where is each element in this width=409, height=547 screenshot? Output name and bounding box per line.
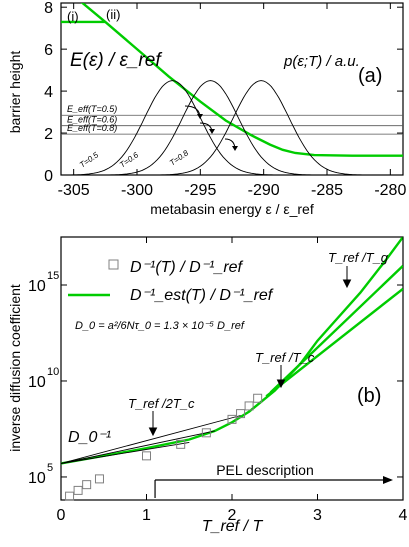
y-tick-exponent: 10 <box>47 366 59 378</box>
y-tick-label: 10 <box>28 374 46 391</box>
energy-curve <box>80 3 403 157</box>
y-tick-label: 10 <box>28 470 46 487</box>
distribution-curve <box>61 80 403 175</box>
data-marker <box>236 409 246 419</box>
x-tick-label: 1 <box>142 507 151 524</box>
curve-ii-label: (ii) <box>106 7 120 22</box>
data-marker <box>94 474 104 484</box>
x-tick-label: -300 <box>121 182 153 199</box>
data-marker <box>253 393 263 403</box>
linear-fit-line <box>61 430 215 464</box>
panel-a-ylabel: barrier height <box>7 51 23 134</box>
x-tick-label: 0 <box>57 507 66 524</box>
y-tick-label: 4 <box>44 84 53 101</box>
tref-2tc-label: T_ref /2T_c <box>128 396 195 411</box>
legend-square-marker <box>108 259 119 270</box>
y-tick-label: 8 <box>44 0 53 17</box>
y-tick-label: 0 <box>44 168 53 185</box>
x-tick-label: -285 <box>311 182 343 199</box>
e-epsilon-label: E(ε) / ε_ref <box>70 50 162 71</box>
pel-description-label: PEL description <box>216 462 314 478</box>
curve-i-label: (i) <box>67 9 79 24</box>
x-tick-label: -295 <box>184 182 216 199</box>
linear-fit-line <box>61 415 241 464</box>
d0-formula: D_0 = a²/6Nτ_0 = 1.3 × 10⁻⁵ D_ref <box>75 320 245 332</box>
y-tick-label: 10 <box>28 278 46 295</box>
panel-b-xlabel: T_ref / T <box>202 518 264 535</box>
eeff-arrows <box>184 105 238 151</box>
panel-b-label: (b) <box>357 385 381 407</box>
legend: D⁻¹(T) / D⁻¹_ref D⁻¹_est(T) / D⁻¹_ref <box>68 259 274 304</box>
x-tick-label: -290 <box>248 182 280 199</box>
p-epsilon-label: p(ε;T) / a.u. <box>283 53 360 70</box>
data-marker <box>142 451 151 461</box>
data-marker <box>244 401 254 411</box>
legend-entry-2: D⁻¹_est(T) / D⁻¹_ref <box>130 287 274 304</box>
y-tick-label: 6 <box>44 42 53 59</box>
data-marker <box>65 491 75 501</box>
distribution-label: T=0.8 <box>168 148 191 168</box>
data-marker <box>227 414 237 424</box>
tref-tg-label: T_ref /T_g <box>328 250 389 265</box>
distribution-label: T=0.6 <box>118 150 141 170</box>
estimate-curve <box>269 264 403 394</box>
data-marker <box>176 439 186 449</box>
panel-a-xlabel: metabasin energy ε / ε_ref <box>150 201 314 217</box>
x-tick-label: 4 <box>399 507 408 524</box>
pel-arrow <box>154 476 393 498</box>
panel-a-frame <box>60 2 404 176</box>
d0-inverse-label: D_0⁻¹ <box>68 429 111 446</box>
x-tick-label: -280 <box>374 182 406 199</box>
data-marker <box>82 480 92 490</box>
x-tick-label: -305 <box>58 182 90 199</box>
panel-a: T=0.5 T=0.6 T=0.8 -305 -300 -295 -290 -285 -280… <box>7 0 406 217</box>
y-tick-exponent: 15 <box>47 270 59 282</box>
distribution-curve <box>61 80 403 175</box>
y-tick-exponent: 5 <box>47 462 53 474</box>
eeff-label: E_eff(T=0.5) <box>67 104 117 114</box>
legend-entry-1: D⁻¹(T) / D⁻¹_ref <box>130 259 244 276</box>
linear-fit-line <box>61 441 190 464</box>
distribution-label: T=0.5 <box>78 150 101 170</box>
panel-b-frame <box>60 236 404 501</box>
eeff-label: E_eff(T=0.6) <box>67 115 117 125</box>
panel-a-label: (a) <box>358 65 382 87</box>
y-tick-label: 2 <box>44 126 53 143</box>
eeff-label: E_eff(T=0.8) <box>67 123 117 133</box>
estimate-curve <box>265 287 403 398</box>
annotation-arrows <box>148 266 352 437</box>
x-tick-label: 3 <box>313 507 322 524</box>
panel-b-ylabel: inverse diffusion coefficient <box>7 284 23 452</box>
data-marker <box>201 428 211 438</box>
x-tick-label: 2 <box>228 507 237 524</box>
data-marker <box>73 485 83 495</box>
tref-tc-label: T_ref /T_c <box>255 350 315 365</box>
